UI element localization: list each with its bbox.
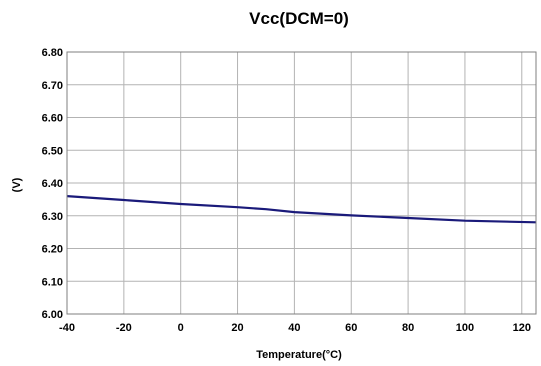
y-axis-label: (V) <box>11 177 23 192</box>
x-tick-label: 20 <box>231 322 243 334</box>
x-tick-label: 0 <box>178 322 184 334</box>
y-tick-label: 6.30 <box>42 211 63 223</box>
y-tick-label: 6.20 <box>42 244 63 256</box>
x-tick-label: -40 <box>59 322 75 334</box>
y-tick-label: 6.60 <box>42 113 63 125</box>
series-layer <box>66 195 537 224</box>
series-line-vcc <box>66 195 537 224</box>
y-tick-label: 6.10 <box>42 276 63 288</box>
y-tick-label: 6.50 <box>42 145 63 157</box>
plot-area-frame <box>66 51 537 315</box>
x-tick-label: 60 <box>345 322 357 334</box>
x-tick-label: 120 <box>513 322 531 334</box>
y-tick-label: 6.00 <box>42 309 63 321</box>
x-tick-label: -20 <box>116 322 132 334</box>
y-axis-ticks: 6.00 6.10 6.20 6.30 6.40 6.50 6.60 6.70 6.80 <box>42 47 63 321</box>
x-tick-label: 40 <box>288 322 300 334</box>
chart-title: Vcc(DCM=0) <box>249 9 349 28</box>
x-axis-label: Temperature(°C) <box>256 349 342 361</box>
x-tick-label: 80 <box>402 322 414 334</box>
x-tick-label: 100 <box>456 322 474 334</box>
y-tick-label: 6.70 <box>42 80 63 92</box>
x-axis-ticks: -40 -20 0 20 40 60 80 100 120 <box>59 322 531 334</box>
y-tick-label: 6.80 <box>42 47 63 59</box>
grid <box>66 51 536 315</box>
y-tick-label: 6.40 <box>42 178 63 190</box>
